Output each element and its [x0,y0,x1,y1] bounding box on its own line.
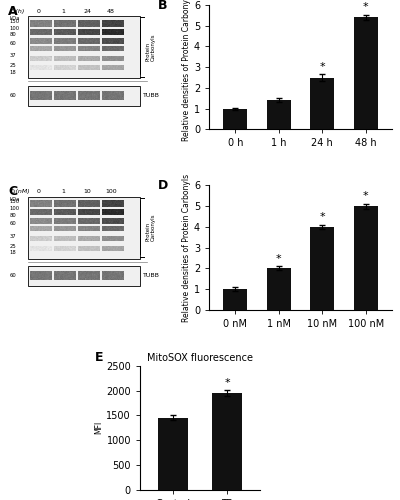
Text: B: B [158,0,168,12]
Bar [267,268,291,310]
Bar [354,18,378,130]
Text: *: * [320,62,325,72]
Text: *: * [224,378,230,388]
Title: MitoSOX fluorescence: MitoSOX fluorescence [147,354,253,364]
Text: E: E [94,350,103,364]
Bar [354,206,378,310]
Y-axis label: MFI: MFI [94,421,104,434]
Text: C: C [8,186,17,198]
Bar [212,393,242,490]
Text: *: * [363,2,369,12]
Bar [267,100,291,130]
Text: *: * [363,191,369,201]
Text: *: * [276,254,282,264]
Bar [223,108,247,130]
Text: A: A [8,5,18,18]
Bar [310,227,334,310]
Text: D: D [158,179,168,192]
Y-axis label: Relative densities of Protein Carbonyls: Relative densities of Protein Carbonyls [182,174,191,322]
Bar [223,289,247,310]
Bar [310,78,334,130]
Text: *: * [320,212,325,222]
Y-axis label: Relative densities of Protein Carbonyls: Relative densities of Protein Carbonyls [182,0,191,141]
Bar [158,418,188,490]
